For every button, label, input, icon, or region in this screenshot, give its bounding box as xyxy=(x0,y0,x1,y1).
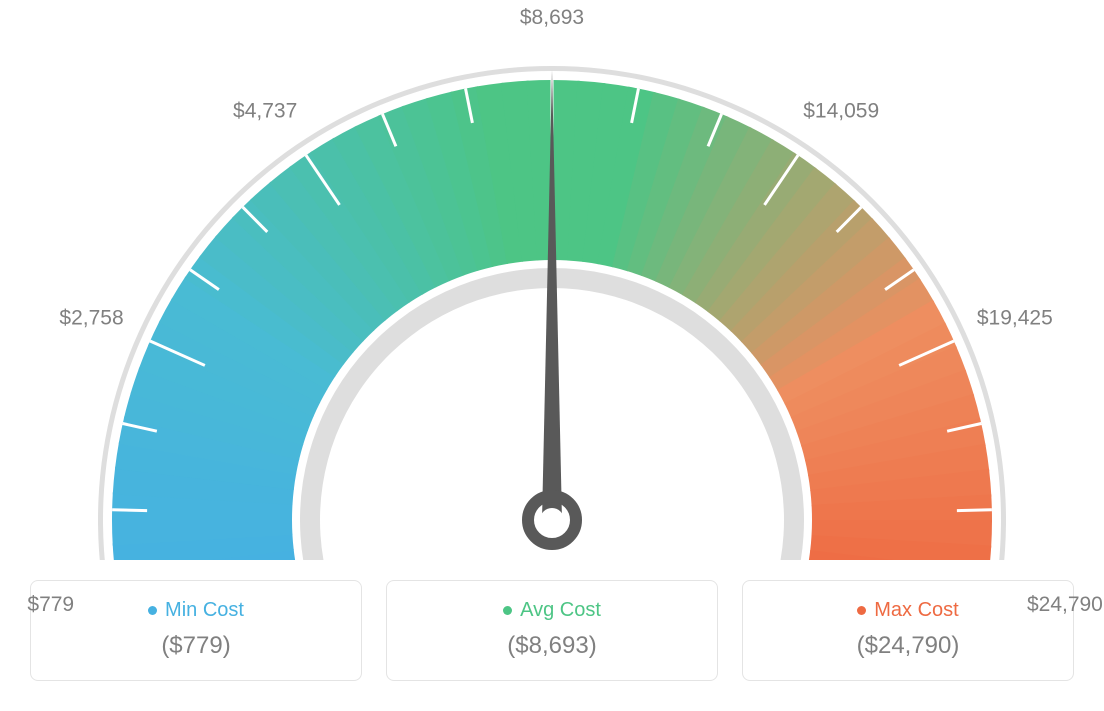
legend-value: ($8,693) xyxy=(387,632,717,660)
legend-label: Min Cost xyxy=(165,599,244,622)
scale-label: $2,758 xyxy=(59,306,123,330)
legend-dot-icon xyxy=(503,606,512,615)
legend-card-max: Max Cost ($24,790) xyxy=(742,580,1074,681)
legend-label: Avg Cost xyxy=(520,599,601,622)
gauge-svg xyxy=(30,30,1074,560)
legend-card-avg: Avg Cost ($8,693) xyxy=(386,580,718,681)
scale-label: $19,425 xyxy=(977,306,1053,330)
scale-label: $4,737 xyxy=(233,99,297,123)
scale-label: $8,693 xyxy=(520,6,584,30)
tick-minor xyxy=(957,510,992,511)
legend-dot-icon xyxy=(857,606,866,615)
legend-title: Avg Cost xyxy=(503,599,601,622)
needle-hub-inner xyxy=(540,508,564,532)
cost-gauge-chart: $779$2,758$4,737$8,693$14,059$19,425$24,… xyxy=(30,30,1074,560)
legend-title: Min Cost xyxy=(148,599,244,622)
legend-value: ($779) xyxy=(31,632,361,660)
legend-title: Max Cost xyxy=(857,599,958,622)
legend-label: Max Cost xyxy=(874,599,958,622)
legend-card-min: Min Cost ($779) xyxy=(30,580,362,681)
legend-dot-icon xyxy=(148,606,157,615)
legend-value: ($24,790) xyxy=(743,632,1073,660)
scale-label: $14,059 xyxy=(803,99,879,123)
legend-row: Min Cost ($779) Avg Cost ($8,693) Max Cost ($… xyxy=(30,580,1074,681)
scale-label: $24,790 xyxy=(1027,593,1103,617)
tick-minor xyxy=(112,510,147,511)
scale-label: $779 xyxy=(27,593,74,617)
